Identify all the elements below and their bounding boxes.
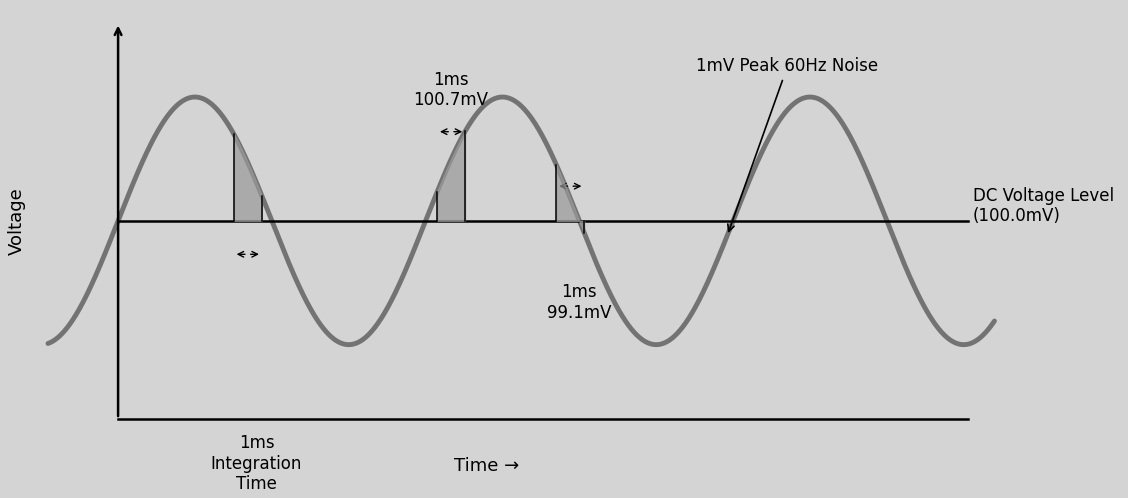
Text: 1ms
Integration
Time: 1ms Integration Time xyxy=(211,434,302,494)
Text: Voltage: Voltage xyxy=(8,187,26,254)
Text: DC Voltage Level
(100.0mV): DC Voltage Level (100.0mV) xyxy=(972,187,1113,226)
Text: 1ms
100.7mV: 1ms 100.7mV xyxy=(414,71,488,110)
Text: Time →: Time → xyxy=(453,457,519,475)
Text: 1mV Peak 60Hz Noise: 1mV Peak 60Hz Noise xyxy=(696,57,879,232)
Text: 1ms
99.1mV: 1ms 99.1mV xyxy=(547,283,611,322)
